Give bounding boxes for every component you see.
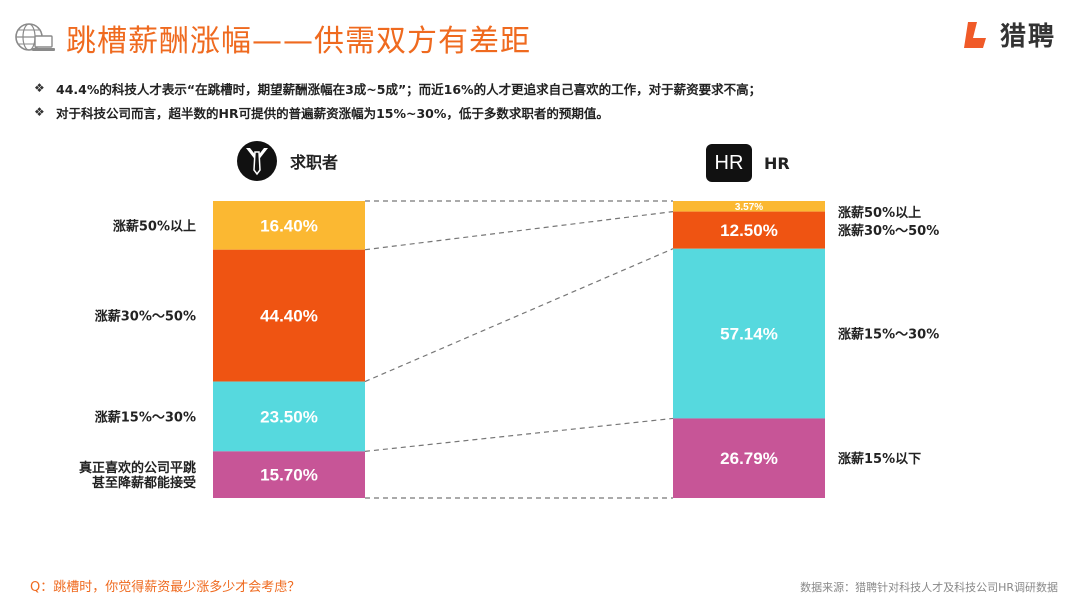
diamond-bullet-icon: ❖: [34, 105, 45, 119]
page-title: 跳槽薪酬涨幅——供需双方有差距: [66, 24, 531, 59]
bar-segment: [673, 211, 825, 249]
segment-value-label: 23.50%: [260, 407, 318, 426]
segment-value-label: 26.79%: [720, 449, 778, 468]
dashed-connector: [364, 417, 674, 452]
diamond-bullet-icon: ❖: [34, 81, 45, 95]
bar-segment: [673, 418, 825, 498]
segment-value-label: 3.57%: [735, 202, 763, 213]
dashed-connector: [364, 248, 674, 383]
segment-value-label: 15.70%: [260, 466, 318, 485]
segment-category-label: 甚至降薪都能接受: [92, 475, 196, 491]
bar-segment: [673, 248, 825, 419]
segment-category-label: 涨薪30%～50%: [837, 223, 939, 239]
seekers-label: 求职者: [290, 153, 339, 172]
logo-text: 猎聘: [999, 22, 1056, 52]
hr-label: HR: [764, 153, 790, 173]
data-source: 数据来源：猎聘针对科技人才及科技公司HR调研数据: [800, 581, 1058, 594]
bullet-item: ❖ 44.4%的科技人才表示“在跳槽时，期望薪酬涨幅在3成~5成”；而近16%的…: [34, 76, 761, 100]
survey-question: Q：跳槽时，你觉得薪资最少涨多少才会考虑？: [30, 580, 301, 595]
suit-tie-icon: [237, 141, 277, 181]
segment-category-label: 真正喜欢的公司平跳: [79, 460, 196, 476]
segment-category-label: 涨薪50%以上: [112, 218, 196, 234]
bar-segment: [673, 201, 825, 212]
segment-value-label: 16.40%: [260, 216, 318, 235]
segment-value-label: 44.40%: [260, 307, 318, 326]
globe-laptop-icon: [15, 23, 55, 51]
segment-category-label: 涨薪30%～50%: [94, 309, 196, 325]
bullet-text: 对于科技公司而言，超半数的HR可提供的普遍薪资涨幅为15%~30%，低于多数求职…: [56, 105, 609, 121]
segment-category-label: 涨薪15%～30%: [837, 327, 939, 343]
bar-segment: [213, 381, 365, 452]
liepin-logo: 猎聘: [960, 16, 1056, 53]
liepin-logo-icon: [963, 21, 986, 48]
bullet-item: ❖ 对于科技公司而言，超半数的HR可提供的普遍薪资涨幅为15%~30%，低于多数…: [34, 100, 761, 124]
bar-segment: [213, 451, 365, 498]
segment-category-label: 涨薪50%以上: [837, 205, 921, 221]
bullet-text: 44.4%的科技人才表示“在跳槽时，期望薪酬涨幅在3成~5成”；而近16%的人才…: [56, 81, 762, 97]
segment-value-label: 12.50%: [720, 221, 778, 240]
hr-header: HR HR: [706, 144, 790, 182]
segment-category-label: 涨薪15%～30%: [94, 409, 196, 425]
segment-value-label: 57.14%: [720, 325, 778, 344]
dashed-connector: [364, 211, 674, 251]
bar-segment: [213, 201, 365, 250]
hr-badge-icon: HR: [706, 144, 752, 182]
summary-bullets: ❖ 44.4%的科技人才表示“在跳槽时，期望薪酬涨幅在3成~5成”；而近16%的…: [34, 76, 761, 124]
segment-category-label: 涨薪15%以下: [837, 451, 921, 467]
seekers-header: 求职者: [236, 140, 338, 182]
bar-segment: [213, 249, 365, 382]
